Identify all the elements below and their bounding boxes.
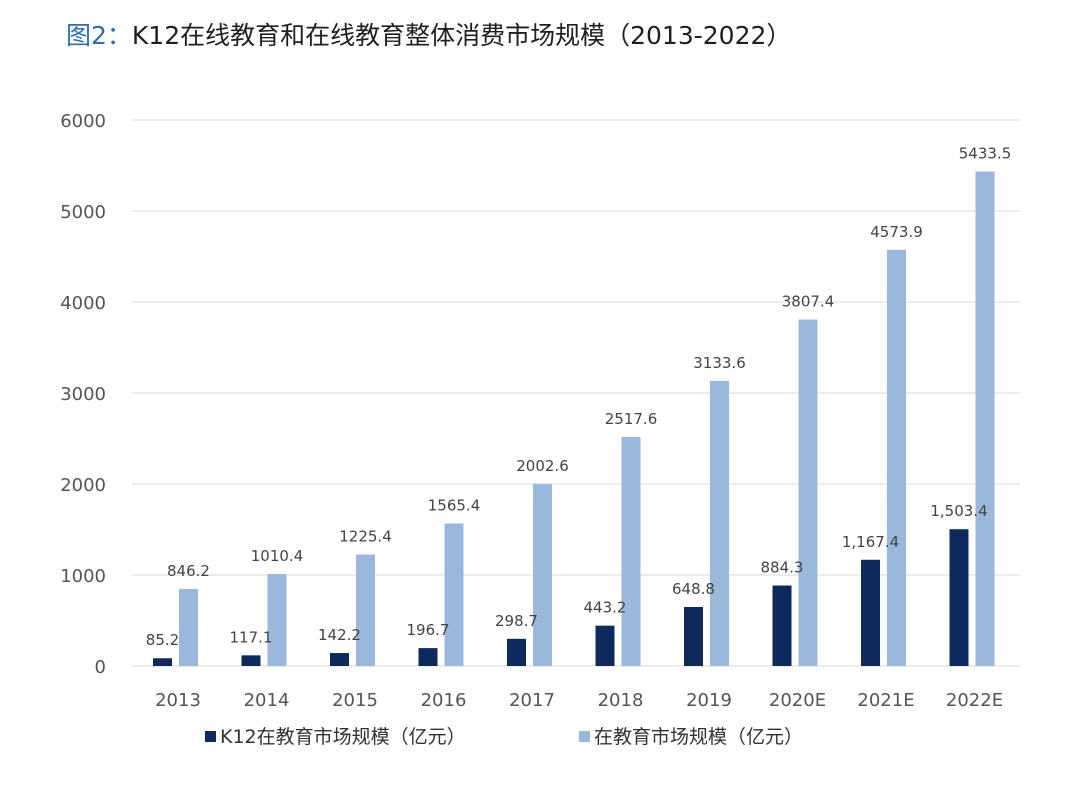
- y-tick-label: 3000: [60, 384, 106, 405]
- bar-total-2019: [710, 380, 729, 666]
- bar-total-2022E: [975, 171, 995, 666]
- y-tick-label: 6000: [60, 111, 106, 132]
- data-label: 5433.5: [959, 145, 1012, 163]
- data-label: 142.2: [318, 626, 361, 644]
- x-axis-tick-labels: 2013 2014 2015 2016 2017 2018 2019 2020E 2021E 20…: [155, 690, 1003, 711]
- data-label: 196.7: [407, 621, 450, 639]
- y-tick-label: 2000: [60, 475, 106, 496]
- figure-number: 图2：: [66, 21, 132, 50]
- y-tick-label: 4000: [60, 293, 106, 314]
- x-tick-label: 2022E: [946, 690, 1003, 711]
- x-tick-label: 2016: [421, 690, 467, 711]
- data-label: 298.7: [495, 612, 538, 630]
- bar-total-2015: [356, 554, 375, 666]
- bar-k12-2022E: [949, 529, 969, 666]
- bars: [153, 171, 995, 667]
- bar-total-2016: [444, 523, 464, 666]
- data-label: 1,503.4: [930, 502, 987, 520]
- data-label: 1565.4: [428, 497, 481, 515]
- data-label: 3807.4: [782, 293, 835, 311]
- x-tick-label: 2014: [244, 690, 290, 711]
- x-tick-label: 2021E: [857, 690, 914, 711]
- data-labels: 85.2 846.2 117.1 1010.4 142.2 1225.4 196.7 1565…: [146, 145, 1011, 650]
- x-tick-label: 2018: [598, 690, 644, 711]
- data-label: 1010.4: [251, 547, 304, 565]
- legend: K12在教育市场规模（亿元） 在教育市场规模（亿元）: [205, 726, 803, 748]
- x-tick-label: 2017: [509, 690, 555, 711]
- bar-k12-2018: [595, 625, 615, 666]
- bar-total-2021E: [887, 249, 906, 667]
- bar-k12-2015: [330, 653, 349, 666]
- data-label: 117.1: [230, 628, 273, 646]
- bar-k12-2020E: [772, 585, 792, 666]
- y-tick-label: 5000: [60, 202, 106, 223]
- y-tick-label: 1000: [60, 566, 106, 587]
- bar-k12-2017: [507, 638, 526, 666]
- data-label: 2517.6: [605, 410, 658, 428]
- chart-title: 图2：K12在线教育和在线教育整体消费市场规模（2013-2022）: [66, 16, 791, 52]
- legend-swatch: [205, 731, 216, 742]
- data-label: 443.2: [584, 599, 627, 617]
- x-tick-label: 2020E: [769, 690, 826, 711]
- bar-total-2017: [533, 483, 552, 666]
- bar-total-2014: [267, 574, 287, 666]
- y-axis-tick-labels: 0 1000 2000 3000 4000 5000 6000: [60, 111, 106, 678]
- bar-k12-2013: [153, 658, 172, 666]
- legend-label: K12在教育市场规模（亿元）: [220, 726, 466, 748]
- bar-k12-2016: [418, 648, 438, 666]
- bar-total-2020E: [798, 319, 818, 666]
- data-label: 4573.9: [870, 223, 923, 241]
- data-label: 85.2: [146, 631, 179, 649]
- legend-label: 在教育市场规模（亿元）: [594, 726, 803, 748]
- bar-k12-2014: [241, 655, 261, 666]
- x-tick-label: 2015: [332, 690, 378, 711]
- legend-swatch: [579, 731, 590, 742]
- data-label: 3133.6: [693, 354, 746, 372]
- data-label: 1,167.4: [842, 533, 899, 551]
- bar-k12-2019: [684, 606, 703, 666]
- bar-k12-2021E: [861, 559, 880, 666]
- data-label: 648.8: [672, 580, 715, 598]
- data-label: 1225.4: [339, 527, 392, 545]
- data-label: 884.3: [761, 559, 804, 577]
- x-tick-label: 2019: [686, 690, 732, 711]
- data-label: 846.2: [167, 562, 210, 580]
- bar-total-2018: [621, 436, 641, 666]
- x-tick-label: 2013: [155, 690, 201, 711]
- bar-total-2013: [179, 588, 198, 666]
- data-label: 2002.6: [516, 457, 569, 475]
- y-tick-label: 0: [95, 657, 106, 678]
- gridlines: [132, 119, 1020, 667]
- chart-title-text: K12在线教育和在线教育整体消费市场规模（2013-2022）: [131, 21, 792, 50]
